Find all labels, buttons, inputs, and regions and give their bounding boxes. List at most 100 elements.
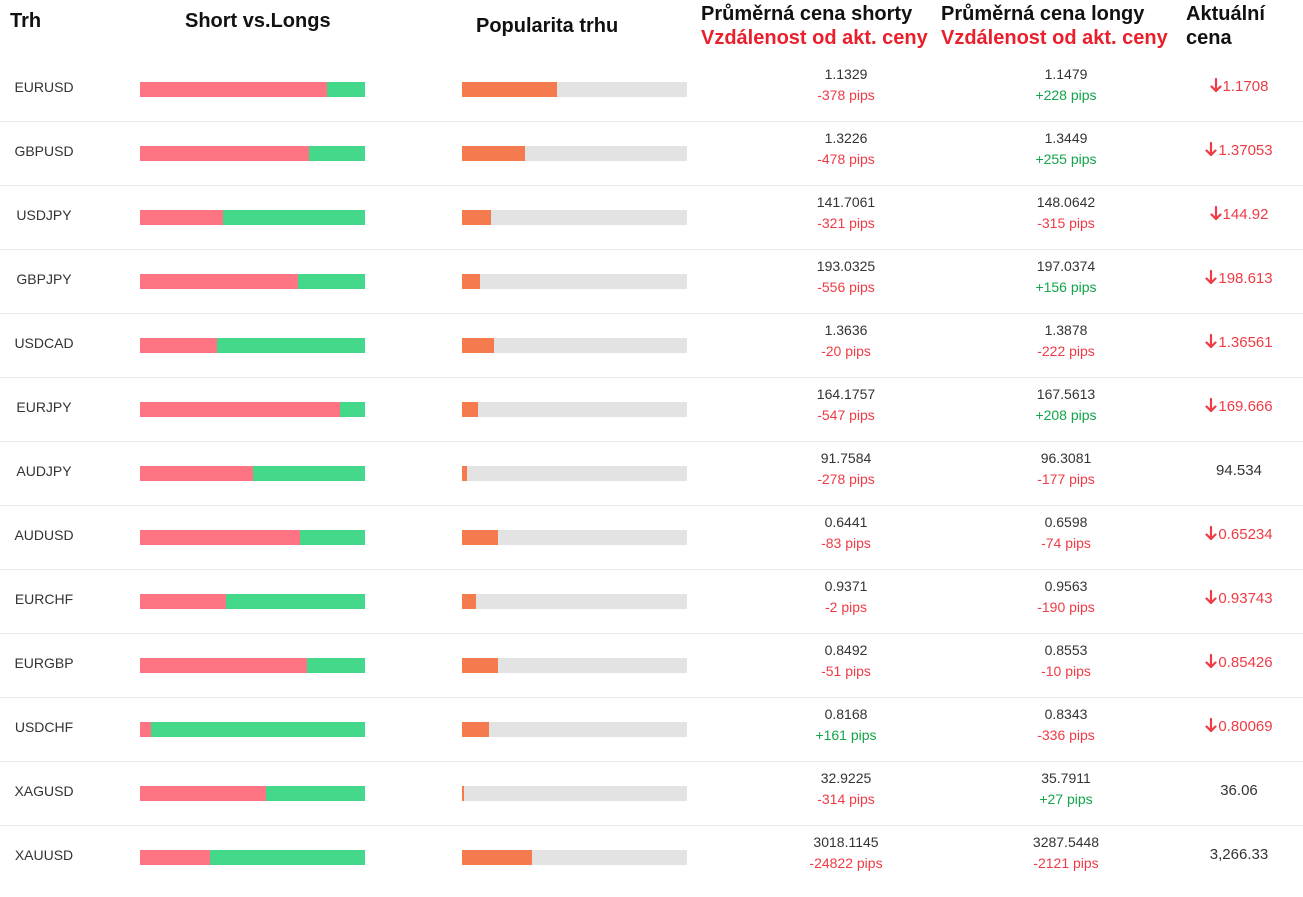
avg-short-price: 141.7061 [816, 194, 876, 210]
short-vs-longs-bar [140, 210, 365, 225]
table-row[interactable]: EURCHF 0.9371 -2 pips 0.9563 -190 pips 0… [0, 569, 1303, 634]
arrow-down-icon [1205, 526, 1217, 541]
table-row[interactable]: XAUUSD 3018.1145 -24822 pips 3287.5448 -… [0, 825, 1303, 889]
header-avg-short: Průměrná cena shorty [701, 3, 913, 25]
table-row[interactable]: USDCHF 0.8168 +161 pips 0.8343 -336 pips… [0, 697, 1303, 762]
table-row[interactable]: EURGBP 0.8492 -51 pips 0.8553 -10 pips 0… [0, 633, 1303, 698]
avg-short-price: 3018.1145 [813, 834, 879, 850]
market-symbol[interactable]: EURCHF [14, 591, 74, 607]
current-price-value: 1.36561 [1218, 334, 1273, 351]
avg-short-price: 0.6441 [824, 514, 868, 530]
short-vs-longs-bar [140, 530, 365, 545]
market-symbol[interactable]: USDCHF [14, 719, 74, 735]
avg-short-cell: 141.7061 -321 pips [766, 185, 926, 231]
short-vs-longs-bar [140, 338, 365, 353]
short-portion [140, 594, 226, 609]
market-symbol[interactable]: EURUSD [14, 79, 74, 95]
short-vs-longs-bar [140, 786, 365, 801]
popularity-bar [462, 786, 687, 801]
market-symbol[interactable]: USDJPY [16, 207, 72, 223]
popularity-bar [462, 82, 687, 97]
avg-long-price: 96.3081 [1040, 450, 1092, 466]
avg-short-cell: 0.8492 -51 pips [766, 633, 926, 679]
table-row[interactable]: USDJPY 141.7061 -321 pips 148.0642 -315 … [0, 185, 1303, 250]
short-vs-longs-bar [140, 274, 365, 289]
popularity-fill [462, 786, 464, 801]
avg-long-price: 35.7911 [1041, 770, 1091, 786]
short-vs-longs-bar [140, 594, 365, 609]
current-price: 169.666 [1180, 398, 1298, 415]
current-price: 1.36561 [1180, 334, 1298, 351]
avg-long-pips: -315 pips [1037, 215, 1095, 231]
avg-long-pips: -10 pips [1041, 663, 1091, 679]
popularity-fill [462, 146, 525, 161]
arrow-down-icon [1205, 142, 1217, 157]
avg-short-price: 1.3226 [824, 130, 868, 146]
current-price: 1.1708 [1180, 78, 1298, 95]
market-symbol[interactable]: XAGUSD [14, 783, 74, 799]
market-symbol[interactable]: XAUUSD [14, 847, 74, 863]
popularity-fill [462, 274, 480, 289]
table-row[interactable]: AUDJPY 91.7584 -278 pips 96.3081 -177 pi… [0, 441, 1303, 506]
market-symbol[interactable]: EURJPY [16, 399, 72, 415]
table-row[interactable]: USDCAD 1.3636 -20 pips 1.3878 -222 pips … [0, 313, 1303, 378]
market-symbol[interactable]: GBPUSD [14, 143, 74, 159]
header-avg-short-sub: Vzdálenost od akt. ceny [701, 27, 928, 49]
short-portion [140, 210, 223, 225]
avg-short-pips: -51 pips [821, 663, 871, 679]
avg-long-pips: +156 pips [1035, 279, 1097, 295]
arrow-down-icon [1205, 270, 1217, 285]
popularity-bar [462, 210, 687, 225]
popularity-fill [462, 466, 467, 481]
short-vs-longs-bar [140, 82, 365, 97]
avg-long-price: 167.5613 [1036, 386, 1096, 402]
short-portion [140, 850, 210, 865]
arrow-down-icon [1205, 334, 1217, 349]
avg-short-price: 0.8168 [824, 706, 868, 722]
market-symbol[interactable]: GBPJPY [16, 271, 72, 287]
table-row[interactable]: EURUSD 1.1329 -378 pips 1.1479 +228 pips… [0, 57, 1303, 122]
popularity-fill [462, 530, 498, 545]
market-symbol[interactable]: AUDJPY [16, 463, 72, 479]
current-price: 36.06 [1180, 782, 1298, 799]
avg-short-pips: -83 pips [821, 535, 871, 551]
table-row[interactable]: EURJPY 164.1757 -547 pips 167.5613 +208 … [0, 377, 1303, 442]
avg-short-cell: 0.9371 -2 pips [766, 569, 926, 615]
popularity-bar [462, 402, 687, 417]
short-portion [140, 466, 253, 481]
popularity-bar [462, 722, 687, 737]
table-header: Trh Short vs.Longs Popularita trhu Průmě… [0, 0, 1303, 56]
avg-short-cell: 3018.1145 -24822 pips [766, 825, 926, 871]
short-vs-longs-bar [140, 466, 365, 481]
short-portion [140, 786, 266, 801]
avg-short-pips: -2 pips [824, 599, 868, 615]
header-market: Trh [10, 10, 42, 32]
current-price-value: 3,266.33 [1209, 846, 1269, 863]
avg-long-price: 1.3449 [1044, 130, 1088, 146]
avg-short-pips: -321 pips [817, 215, 875, 231]
avg-long-price: 1.3878 [1044, 322, 1088, 338]
avg-short-cell: 0.6441 -83 pips [766, 505, 926, 551]
avg-long-pips: +27 pips [1039, 791, 1093, 807]
current-price-value: 94.534 [1216, 462, 1262, 479]
popularity-fill [462, 402, 478, 417]
short-vs-longs-bar [140, 146, 365, 161]
popularity-fill [462, 722, 489, 737]
table-row[interactable]: XAGUSD 32.9225 -314 pips 35.7911 +27 pip… [0, 761, 1303, 826]
avg-short-price: 1.1329 [824, 66, 868, 82]
market-symbol[interactable]: EURGBP [14, 655, 74, 671]
avg-long-cell: 1.3449 +255 pips [986, 121, 1146, 167]
table-row[interactable]: AUDUSD 0.6441 -83 pips 0.6598 -74 pips 0… [0, 505, 1303, 570]
market-symbol[interactable]: AUDUSD [14, 527, 74, 543]
popularity-fill [462, 82, 557, 97]
table-row[interactable]: GBPUSD 1.3226 -478 pips 1.3449 +255 pips… [0, 121, 1303, 186]
avg-long-price: 3287.5448 [1032, 834, 1100, 850]
table-row[interactable]: GBPJPY 193.0325 -556 pips 197.0374 +156 … [0, 249, 1303, 314]
current-price-value: 0.85426 [1218, 654, 1273, 671]
avg-short-cell: 164.1757 -547 pips [766, 377, 926, 423]
market-symbol[interactable]: USDCAD [14, 335, 74, 351]
avg-long-pips: +208 pips [1035, 407, 1097, 423]
avg-long-price: 197.0374 [1036, 258, 1096, 274]
current-price: 94.534 [1180, 462, 1298, 479]
avg-long-price: 148.0642 [1036, 194, 1096, 210]
